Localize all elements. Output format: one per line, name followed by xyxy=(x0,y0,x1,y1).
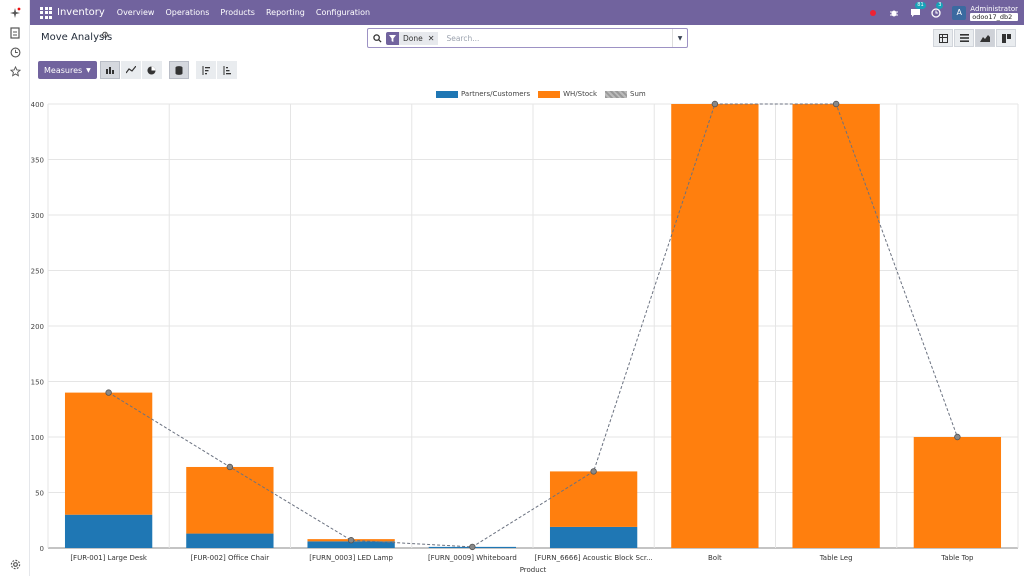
x-tick-label: Bolt xyxy=(708,554,722,562)
legend-label-sum: Sum xyxy=(630,90,646,98)
menu-operations[interactable]: Operations xyxy=(165,8,210,17)
legend-label-partners: Partners/Customers xyxy=(461,90,531,98)
sum-point xyxy=(711,100,719,108)
menu-products[interactable]: Products xyxy=(220,8,255,17)
legend-swatch-stock xyxy=(538,90,561,98)
bar-stock xyxy=(792,104,880,548)
y-tick-label: 50 xyxy=(35,490,44,498)
action-gear-icon[interactable]: ⚙ xyxy=(101,31,110,41)
sort-descending-icon[interactable] xyxy=(195,61,216,79)
user-name: Administrator xyxy=(970,4,1018,13)
settings-gear-icon[interactable] xyxy=(8,557,22,571)
document-icon[interactable] xyxy=(8,26,22,40)
activity-clock-icon[interactable]: 3 xyxy=(930,1,944,19)
legend-swatch-sum xyxy=(605,90,628,98)
chat-icon[interactable]: 81 xyxy=(909,1,926,19)
apps-menu-icon[interactable] xyxy=(39,6,53,20)
menu-overview[interactable]: Overview xyxy=(116,8,155,17)
bug-icon[interactable] xyxy=(888,7,900,19)
measures-label: Measures xyxy=(44,65,83,75)
recording-dot-icon[interactable] xyxy=(867,7,879,19)
page-title[interactable]: Move Analysis xyxy=(41,32,113,43)
measures-button[interactable]: Measures ▼ xyxy=(38,61,97,79)
sort-ascending-icon[interactable] xyxy=(216,61,237,79)
star-icon[interactable] xyxy=(8,64,22,78)
move-analysis-chart: 0 50 100 150 200 250 300 350 400 [FUR-001] Large … xyxy=(31,100,1019,574)
activity-badge: 3 xyxy=(936,1,944,9)
x-tick-label: [FUR-001] Large Desk xyxy=(70,554,148,562)
x-tick-label: [FURN_0003] LED Lamp xyxy=(309,554,393,562)
user-menu[interactable]: Administrator odoo17_db2 xyxy=(970,5,1018,21)
legend-swatch-partners xyxy=(436,90,458,98)
legend-item-partners[interactable]: Partners/Customers xyxy=(436,90,530,98)
y-tick-label: 300 xyxy=(31,212,44,220)
x-tick-label: [FURN_0009] Whiteboard xyxy=(428,554,517,562)
filter-facet: Done ✕ xyxy=(386,31,439,45)
x-tick-label: Table Leg xyxy=(819,554,853,562)
search-icon[interactable] xyxy=(373,33,382,43)
top-navbar: Inventory Overview Operations Products R… xyxy=(30,0,1024,25)
filter-icon xyxy=(386,31,399,45)
x-tick-label: [FUR-002] Office Chair xyxy=(191,554,270,562)
bar-partners xyxy=(64,514,153,548)
bar-stock xyxy=(186,466,274,534)
search-input[interactable] xyxy=(446,33,667,43)
x-tick-label: [FURN_6666] Acoustic Block Scr... xyxy=(534,554,652,562)
y-tick-label: 0 xyxy=(40,545,44,553)
legend-item-sum[interactable]: Sum xyxy=(605,90,646,98)
graph-view-icon[interactable] xyxy=(975,29,995,47)
legend-item-stock[interactable]: WH/Stock xyxy=(538,90,597,98)
sum-point xyxy=(105,389,112,396)
search-bar: Done ✕ ▼ xyxy=(367,28,688,48)
app-brand[interactable]: Inventory xyxy=(57,7,105,18)
avatar[interactable]: A xyxy=(952,5,967,20)
list-view-icon[interactable] xyxy=(954,29,974,47)
db-name: odoo17_db2 xyxy=(970,12,1018,21)
sum-point xyxy=(347,537,355,544)
x-tick-label: Table Top xyxy=(940,554,974,562)
ai-sparkle-icon[interactable] xyxy=(8,6,22,20)
pie-chart-icon[interactable] xyxy=(141,61,162,79)
caret-down-icon: ▼ xyxy=(86,66,91,74)
chart-legend: Partners/Customers WH/Stock Sum xyxy=(436,90,654,98)
sum-point xyxy=(469,543,476,551)
bar-partners xyxy=(549,526,638,548)
bar-stock xyxy=(64,392,153,515)
y-tick-label: 100 xyxy=(31,434,44,442)
bar-partners xyxy=(186,533,274,548)
bar-partners xyxy=(307,541,395,548)
left-rail xyxy=(0,0,30,576)
y-tick-label: 250 xyxy=(31,268,44,276)
sum-point xyxy=(226,463,234,471)
graph-toolbar: Measures ▼ xyxy=(38,61,237,79)
facet-label: Done xyxy=(403,33,423,43)
view-switcher xyxy=(932,29,1016,47)
bar-chart-icon[interactable] xyxy=(99,61,120,79)
y-tick-label: 200 xyxy=(31,323,44,331)
bar-stock xyxy=(671,104,759,548)
sum-point xyxy=(954,433,961,441)
search-options-chevron-down-icon[interactable]: ▼ xyxy=(672,29,687,47)
pivot-view-icon[interactable] xyxy=(933,29,953,47)
bar-stock xyxy=(549,471,638,527)
sum-line xyxy=(108,103,958,548)
bar-stock xyxy=(913,437,1002,548)
menu-configuration[interactable]: Configuration xyxy=(315,8,371,17)
stacked-database-icon[interactable] xyxy=(168,61,189,79)
kanban-view-icon[interactable] xyxy=(996,29,1016,47)
sum-point xyxy=(832,100,840,108)
y-tick-label: 150 xyxy=(31,379,44,387)
chat-badge: 81 xyxy=(915,1,926,9)
menu-reporting[interactable]: Reporting xyxy=(265,8,305,17)
clock-icon[interactable] xyxy=(8,45,22,59)
y-tick-label: 350 xyxy=(31,157,44,165)
x-axis-label: Product xyxy=(520,566,547,574)
sum-point xyxy=(590,468,597,475)
legend-label-stock: WH/Stock xyxy=(563,90,598,98)
facet-remove-icon[interactable]: ✕ xyxy=(427,33,435,43)
line-chart-icon[interactable] xyxy=(120,61,141,79)
y-tick-label: 400 xyxy=(31,101,44,109)
